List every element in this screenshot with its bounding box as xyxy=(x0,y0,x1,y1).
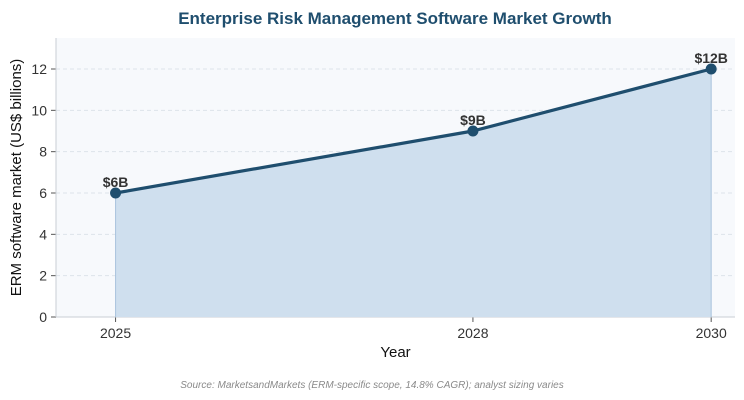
y-tick-label: 4 xyxy=(39,226,47,242)
y-tick-label: 2 xyxy=(39,268,47,284)
y-tick-label: 10 xyxy=(31,102,47,118)
y-tick-label: 0 xyxy=(39,309,47,325)
data-point xyxy=(110,187,122,199)
y-axis-label: ERM software market (US$ billions) xyxy=(8,59,25,297)
y-tick-label: 12 xyxy=(31,61,47,77)
x-tick-label: 2028 xyxy=(457,325,488,341)
area-fill xyxy=(115,69,712,317)
data-label: $6B xyxy=(103,174,129,190)
chart-title: Enterprise Risk Management Software Mark… xyxy=(178,9,612,28)
x-tick-label: 2025 xyxy=(100,325,131,341)
data-label: $12B xyxy=(694,50,727,66)
x-tick-label: 2030 xyxy=(696,325,727,341)
series-area xyxy=(115,69,712,317)
data-label: $9B xyxy=(460,112,486,128)
y-tick-label: 8 xyxy=(39,144,47,160)
source-note: Source: MarketsandMarkets (ERM-specific … xyxy=(180,380,563,391)
data-point xyxy=(467,125,479,137)
series-marks: $6B $9B $12B xyxy=(103,50,728,199)
x-axis-label: Year xyxy=(380,344,410,361)
data-point xyxy=(705,63,717,75)
y-tick-label: 6 xyxy=(39,185,47,201)
